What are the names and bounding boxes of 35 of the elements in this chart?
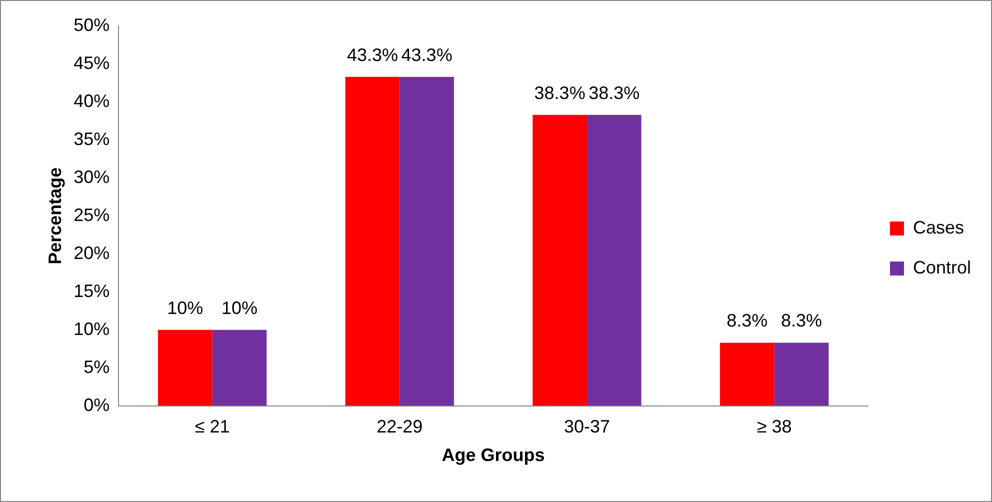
y-tick-label: 50%	[74, 14, 110, 35]
data-label: 38.3%	[588, 82, 640, 103]
bar	[720, 342, 774, 406]
data-label: 8.3%	[726, 310, 768, 331]
x-axis-title: Age Groups	[442, 445, 545, 466]
y-tick-label: 45%	[74, 52, 110, 73]
data-label: 8.3%	[780, 310, 822, 331]
x-tick-label: 30-37	[564, 416, 610, 437]
data-label: 10%	[167, 298, 204, 318]
data-label: 38.3%	[534, 82, 586, 103]
x-tick-label: ≤ 21	[194, 416, 230, 437]
bar	[532, 114, 587, 406]
y-tick-label: 15%	[74, 280, 110, 301]
y-axis-title: Percentage	[44, 167, 65, 264]
y-tick-label: 35%	[74, 128, 110, 149]
data-label: 10%	[221, 298, 258, 318]
y-tick-label: 40%	[74, 90, 110, 111]
bar	[158, 330, 212, 406]
bar	[586, 114, 642, 406]
bar	[212, 330, 267, 406]
y-tick-label: 20%	[74, 242, 110, 263]
legend-label: Control	[912, 257, 972, 278]
y-tick-label: 25%	[74, 204, 110, 225]
data-label: 43.3%	[346, 44, 398, 65]
x-tick-label: 22-29	[376, 416, 423, 437]
bar	[774, 342, 829, 406]
x-tick-label: ≥ 38	[756, 416, 792, 437]
bar	[400, 76, 454, 406]
y-tick-label: 0%	[84, 394, 110, 415]
y-tick-label: 10%	[74, 318, 110, 339]
data-label: 43.3%	[401, 44, 452, 65]
bar	[345, 76, 400, 406]
y-tick-label: 5%	[84, 356, 110, 377]
y-tick-label: 30%	[74, 166, 110, 187]
legend-label: Cases	[912, 217, 964, 238]
